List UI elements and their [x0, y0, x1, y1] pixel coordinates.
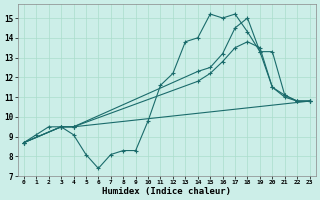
X-axis label: Humidex (Indice chaleur): Humidex (Indice chaleur)	[102, 187, 231, 196]
